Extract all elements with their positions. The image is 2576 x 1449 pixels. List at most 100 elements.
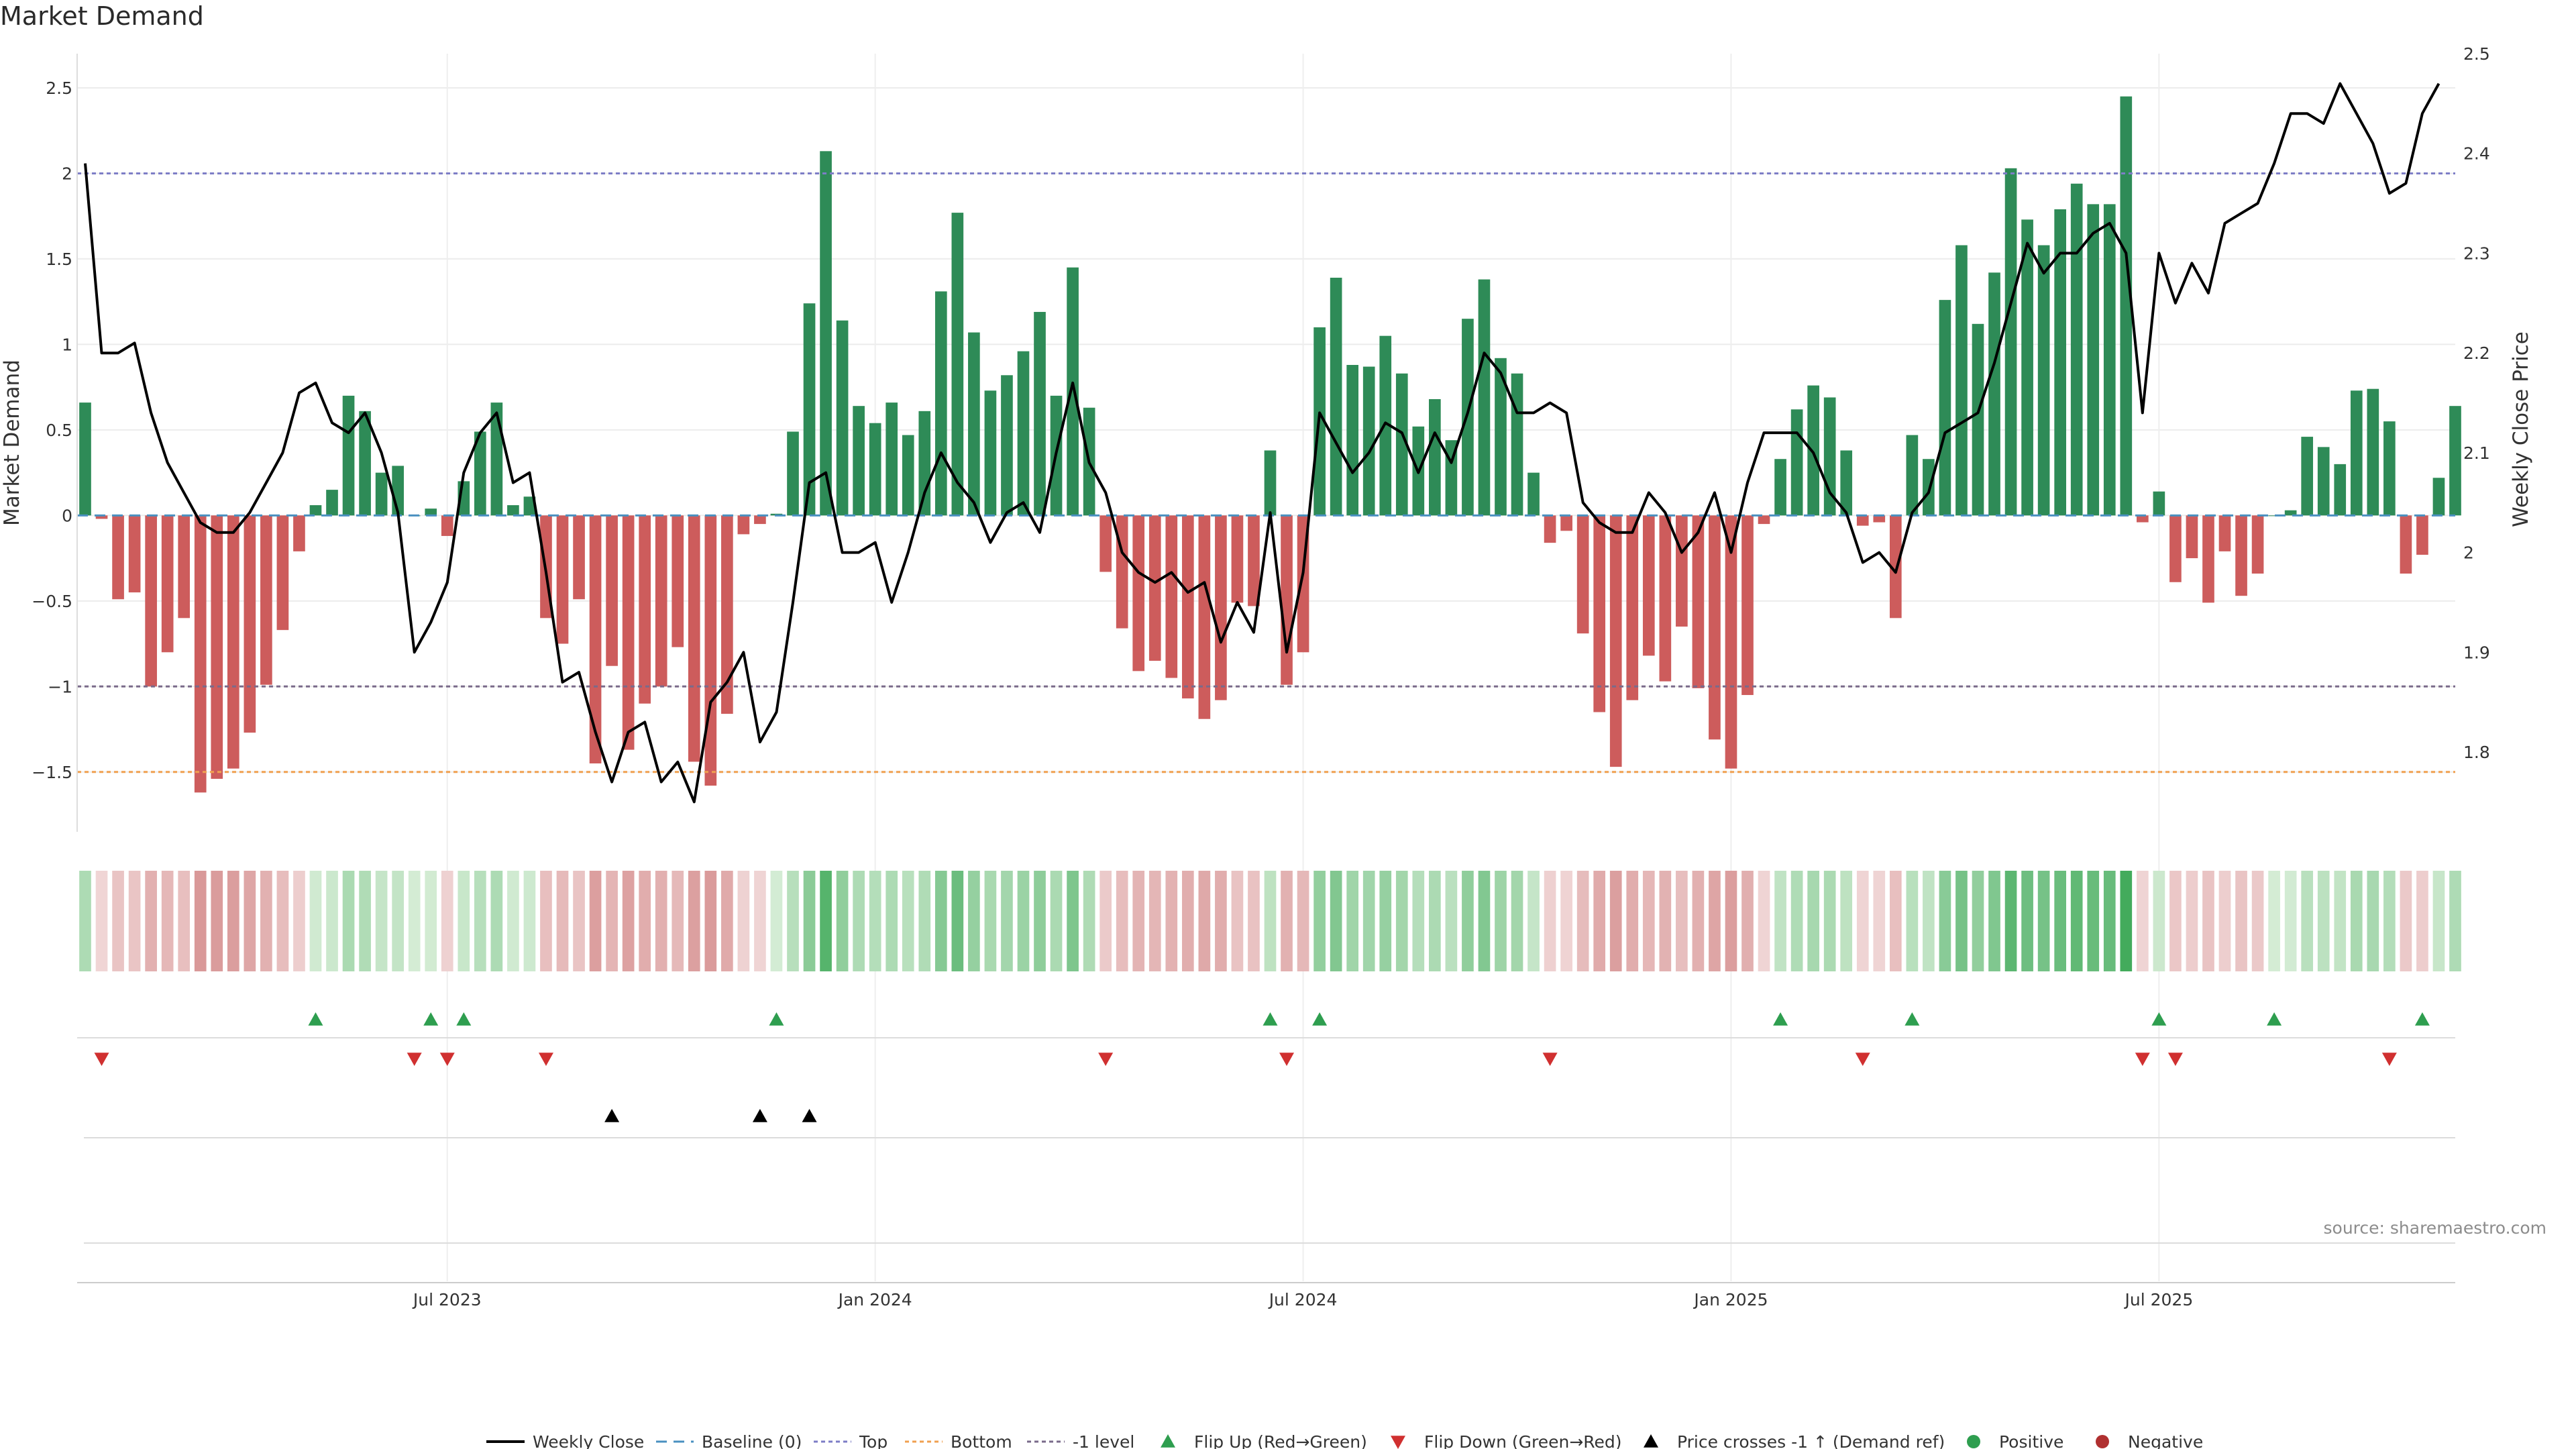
- demand-bar-negative: [1856, 515, 1869, 526]
- demand-bar-positive: [1511, 373, 1523, 516]
- heatmap-cell: [984, 871, 997, 971]
- left-tick-label: −1.5: [32, 763, 72, 782]
- right-tick-label: 2: [2463, 543, 2474, 563]
- flip-down-marker: [1279, 1053, 1295, 1066]
- demand-bar-negative: [178, 515, 191, 619]
- demand-bar-positive: [326, 490, 338, 516]
- flip-up-marker: [2267, 1012, 2282, 1026]
- weekly-close-line: [84, 82, 2440, 804]
- heatmap-cell: [589, 871, 602, 971]
- heatmap-cell: [1544, 871, 1556, 971]
- heatmap-cell: [655, 871, 667, 971]
- legend-top: Top: [859, 1432, 888, 1449]
- heatmap-cell: [1790, 871, 1803, 971]
- right-tick-label: 2.1: [2463, 443, 2490, 463]
- heatmap-cell: [1709, 871, 1721, 971]
- heatmap-cell: [737, 871, 750, 971]
- demand-bar-positive: [1362, 366, 1375, 516]
- demand-bar-negative: [1741, 515, 1754, 696]
- heatmap-cell: [820, 871, 832, 971]
- heatmap-cell: [441, 871, 453, 971]
- heatmap-cell: [1576, 871, 1589, 971]
- left-tick-label: 0.5: [46, 421, 72, 440]
- heatmap-cell: [1412, 871, 1425, 971]
- heatmap-cell: [2054, 871, 2066, 971]
- demand-bar-negative: [211, 515, 223, 779]
- heatmap-cell: [2334, 871, 2347, 971]
- heatmap-cell: [885, 871, 898, 971]
- heatmap-cell: [474, 871, 486, 971]
- heatmap-cell: [1988, 871, 2000, 971]
- price-cross-marker: [752, 1109, 767, 1122]
- heatmap-cell: [2284, 871, 2297, 971]
- heatmap-cell: [359, 871, 371, 971]
- heatmap-cell: [1889, 871, 1902, 971]
- x-tick-label: Jul 2025: [2124, 1290, 2194, 1309]
- heatmap-cell: [2153, 871, 2165, 971]
- heatmap-cell: [1823, 871, 1836, 971]
- flip-down-marker: [2381, 1053, 2397, 1066]
- heatmap-cell: [1527, 871, 1540, 971]
- heatmap-cell: [1034, 871, 1046, 971]
- demand-bar-positive: [836, 320, 849, 516]
- flip-down-marker: [538, 1053, 553, 1066]
- heatmap-cell: [2416, 871, 2428, 971]
- heatmap-cell: [227, 871, 239, 971]
- demand-bar-positive: [1017, 351, 1030, 516]
- demand-bar-negative: [1593, 515, 1606, 712]
- demand-bar-positive: [1346, 365, 1359, 516]
- demand-bar-negative: [1148, 515, 1161, 661]
- heatmap-cell: [2021, 871, 2033, 971]
- demand-bar-negative: [1676, 515, 1688, 627]
- heatmap-cell: [1939, 871, 1951, 971]
- legend-swatch-negative: [2096, 1435, 2109, 1448]
- demand-bar-negative: [622, 515, 635, 750]
- heatmap-cell: [2186, 871, 2198, 971]
- heatmap-cell: [869, 871, 881, 971]
- heatmap-cell: [1593, 871, 1606, 971]
- demand-bar-positive: [984, 390, 997, 516]
- demand-bar-negative: [573, 515, 585, 600]
- right-tick-label: 1.9: [2463, 643, 2490, 662]
- heatmap-cell: [1181, 871, 1194, 971]
- heatmap-cell: [1462, 871, 1474, 971]
- heatmap-cell: [770, 871, 783, 971]
- axes: 2.5 2 1.5 1 0.5 0 −0.5 −1 −1.5 Market Demand 2.5 2.…: [0, 44, 2533, 1309]
- demand-bar-positive: [2367, 388, 2379, 516]
- heatmap-cell: [178, 871, 191, 971]
- heatmap-cell: [1050, 871, 1063, 971]
- heatmap-cell: [803, 871, 816, 971]
- heatmap-cell: [1215, 871, 1227, 971]
- heatmap-cell: [128, 871, 141, 971]
- heatmap-cell: [1873, 871, 1886, 971]
- right-axis-label: Weekly Close Price: [2509, 331, 2533, 527]
- demand-bar-negative: [737, 515, 750, 535]
- demand-bar-negative: [2186, 515, 2198, 559]
- demand-bar-positive: [934, 291, 947, 516]
- heatmap-cell: [2202, 871, 2214, 971]
- heatmap-cell: [293, 871, 305, 971]
- legend-swatch-flip-up: [1161, 1434, 1175, 1448]
- heatmap-cell: [161, 871, 174, 971]
- demand-bar-negative: [244, 515, 256, 733]
- demand-bar-positive: [1988, 272, 2000, 516]
- demand-bar-negative: [1692, 515, 1705, 688]
- right-tick-label: 2.5: [2463, 44, 2490, 64]
- demand-bar-negative: [556, 515, 569, 644]
- heatmap-cell: [425, 871, 437, 971]
- heatmap-cell: [951, 871, 964, 971]
- demand-bar-negative: [1215, 515, 1227, 700]
- heatmap-cell: [2432, 871, 2445, 971]
- heatmap-cell: [1972, 871, 1984, 971]
- heatmap-cell: [2120, 871, 2133, 971]
- demand-bar-positive: [1906, 435, 1919, 516]
- demand-bar-positive: [1429, 398, 1441, 516]
- chart-title: Market Demand: [0, 1, 204, 31]
- heatmap-cell: [1906, 871, 1919, 971]
- demand-bar-negative: [1198, 515, 1211, 719]
- x-tick-label: Jan 2025: [1693, 1290, 1768, 1309]
- heatmap-cell: [1231, 871, 1244, 971]
- heatmap-cell: [2251, 871, 2264, 971]
- heatmap-cell: [2301, 871, 2314, 971]
- demand-bar-positive: [2383, 421, 2396, 516]
